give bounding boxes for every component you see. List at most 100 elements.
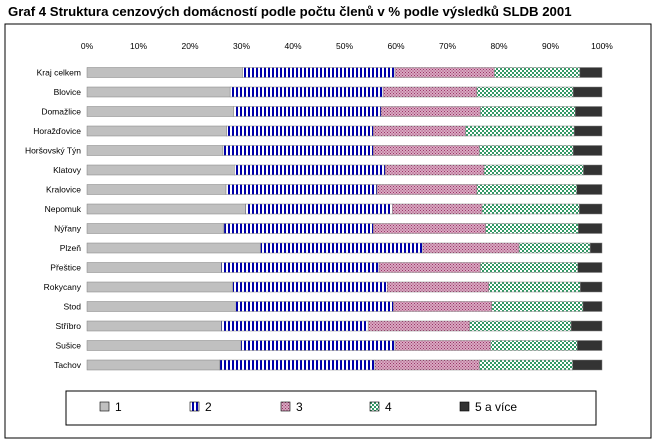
bar-segment bbox=[367, 320, 470, 332]
bar-segment bbox=[86, 106, 235, 117]
bar-segment bbox=[235, 301, 394, 312]
legend-swatch bbox=[459, 401, 470, 412]
bar-segment bbox=[394, 340, 492, 351]
bar-segment bbox=[86, 67, 243, 78]
bars bbox=[86, 67, 603, 371]
bar-segment bbox=[226, 125, 374, 137]
legend-swatch bbox=[369, 401, 380, 412]
bar-segment bbox=[86, 242, 261, 254]
bar-segment bbox=[469, 320, 572, 332]
bar-segment bbox=[86, 340, 242, 351]
legend-box bbox=[65, 390, 597, 426]
bar-segment bbox=[583, 164, 603, 176]
bar-segment bbox=[579, 67, 603, 78]
legend-swatch bbox=[189, 401, 200, 412]
bar-segment bbox=[392, 203, 483, 215]
bar-segment bbox=[86, 164, 235, 176]
bar-segment bbox=[374, 359, 480, 371]
x-tick-label: 100% bbox=[591, 41, 613, 51]
bar-segment bbox=[86, 86, 231, 98]
bar-segment bbox=[86, 262, 222, 273]
bar-segment bbox=[242, 67, 396, 78]
category-label: Tachov bbox=[54, 360, 82, 370]
bar-segment bbox=[576, 184, 603, 195]
bar-segment bbox=[578, 223, 603, 234]
legend-label: 3 bbox=[296, 400, 303, 414]
category-label: Horšovský Týn bbox=[25, 146, 81, 156]
bar-segment bbox=[86, 301, 236, 312]
bar-segment bbox=[373, 145, 480, 156]
bar-segment bbox=[481, 203, 580, 215]
bar-segment bbox=[589, 242, 603, 254]
bar-segment bbox=[384, 164, 485, 176]
bar-segment bbox=[422, 242, 520, 254]
category-label: Nýřany bbox=[54, 224, 82, 234]
bar-segment bbox=[373, 223, 486, 234]
bar-segment bbox=[393, 301, 493, 312]
bar-segment bbox=[577, 340, 603, 351]
bar-segment bbox=[373, 125, 466, 137]
x-tick-label: 60% bbox=[387, 41, 404, 51]
bar-segment bbox=[480, 262, 579, 273]
legend-label: 4 bbox=[385, 400, 392, 414]
x-tick-label: 30% bbox=[233, 41, 250, 51]
bar-segment bbox=[573, 125, 603, 137]
bar-segment bbox=[518, 242, 591, 254]
category-label: Horažďovice bbox=[33, 126, 81, 136]
bar-segment bbox=[479, 145, 574, 156]
x-tick-label: 50% bbox=[336, 41, 353, 51]
category-label: Rokycany bbox=[44, 282, 82, 292]
bar-segment bbox=[480, 106, 576, 117]
bar-segment bbox=[491, 301, 584, 312]
bar-segment bbox=[260, 242, 424, 254]
bar-segment bbox=[582, 301, 603, 312]
bar-segment bbox=[86, 184, 227, 195]
bar-segment bbox=[86, 203, 246, 215]
bar-segment bbox=[240, 340, 396, 351]
bar-segment bbox=[378, 262, 481, 273]
category-label: Kraj celkem bbox=[37, 68, 81, 78]
bar-segment bbox=[386, 281, 489, 293]
bar-segment bbox=[579, 203, 603, 215]
x-tick-label: 20% bbox=[181, 41, 198, 51]
bar-segment bbox=[382, 86, 478, 98]
x-tick-label: 90% bbox=[542, 41, 559, 51]
x-tick-label: 70% bbox=[439, 41, 456, 51]
bar-segment bbox=[572, 359, 603, 371]
x-axis: 0% 10% 20% 30% 40% 50% 60% 70% 80% 90% 100% bbox=[81, 41, 613, 51]
bar-segment bbox=[223, 223, 374, 234]
bar-segment bbox=[572, 145, 603, 156]
bar-segment bbox=[479, 359, 573, 371]
category-label: Klatovy bbox=[53, 165, 82, 175]
category-label: Přeštice bbox=[50, 263, 81, 273]
category-label: Sušice bbox=[55, 341, 81, 351]
bar-segment bbox=[483, 164, 584, 176]
category-label: Nepomuk bbox=[45, 204, 82, 214]
category-label: Kralovice bbox=[46, 185, 81, 195]
legend-swatch bbox=[280, 401, 291, 412]
bar-segment bbox=[86, 281, 233, 293]
bar-segment bbox=[488, 281, 581, 293]
bar-segment bbox=[86, 125, 227, 137]
legend-label: 5 a více bbox=[475, 400, 517, 414]
bar-segment bbox=[570, 320, 603, 332]
bar-segment bbox=[86, 145, 224, 156]
category-label: Plzeň bbox=[60, 243, 82, 253]
legend: 1 2 3 4 5 a více bbox=[99, 400, 517, 414]
bar-segment bbox=[232, 281, 388, 293]
bar-segment bbox=[485, 223, 579, 234]
legend-swatch bbox=[99, 401, 110, 412]
bar-segment bbox=[222, 145, 374, 156]
bar-segment bbox=[234, 164, 386, 176]
chart-title: Graf 4 Struktura cenzových domácností po… bbox=[8, 4, 572, 19]
legend-label: 2 bbox=[205, 400, 212, 414]
category-label: Domažlice bbox=[41, 107, 81, 117]
bar-segment bbox=[394, 67, 495, 78]
bar-segment bbox=[86, 359, 221, 371]
bar-segment bbox=[229, 86, 384, 98]
x-tick-label: 40% bbox=[284, 41, 301, 51]
bar-segment bbox=[577, 262, 603, 273]
bar-segment bbox=[465, 125, 575, 137]
bar-segment bbox=[245, 203, 393, 215]
